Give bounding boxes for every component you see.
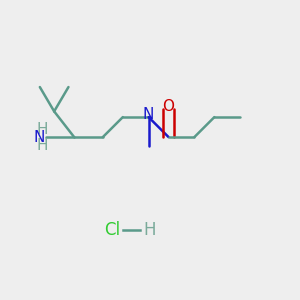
Text: H: H <box>36 122 48 137</box>
Text: H: H <box>143 221 156 239</box>
Text: Cl: Cl <box>104 221 120 239</box>
Text: O: O <box>163 99 175 114</box>
Text: H: H <box>36 138 48 153</box>
Text: N: N <box>34 130 45 145</box>
Text: N: N <box>143 107 154 122</box>
